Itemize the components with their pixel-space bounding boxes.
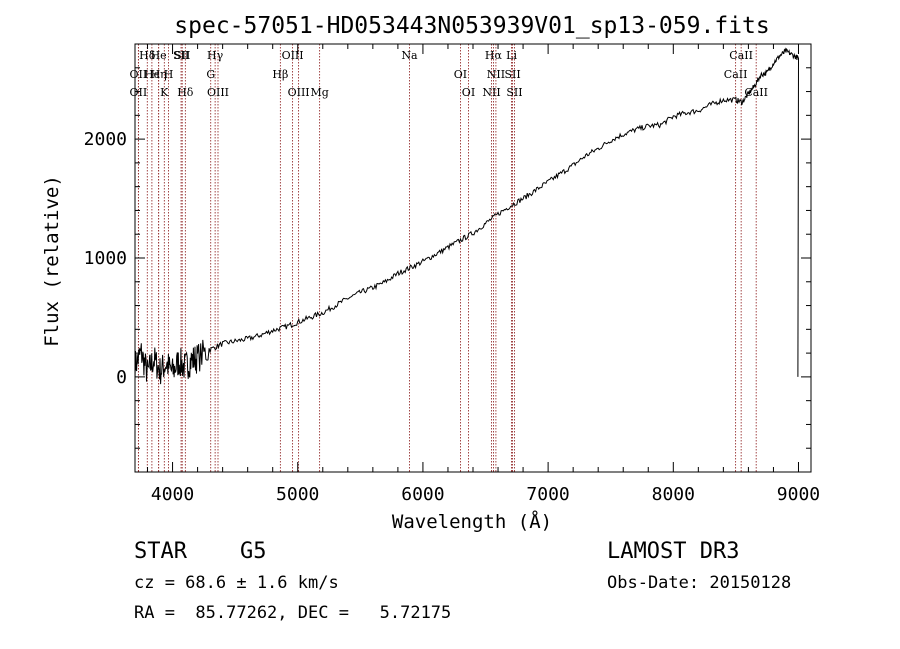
x-tick-label: 5000 — [276, 484, 319, 505]
line-label: OIII — [282, 49, 304, 62]
redshift-value: cz = 68.6 ± 1.6 km/s — [134, 573, 339, 593]
line-label: NII — [482, 86, 500, 99]
line-label: Li — [506, 49, 517, 62]
line-label: SII — [506, 86, 522, 99]
x-axis-label: Wavelength (Å) — [392, 510, 552, 533]
line-label: CaII — [744, 86, 768, 99]
y-tick-label: 0 — [116, 367, 127, 388]
line-label: Hδ — [177, 86, 194, 99]
chart-title: spec-57051-HD053443N053939V01_sp13-059.f… — [174, 13, 769, 39]
line-label: Hβ — [272, 68, 288, 81]
line-label: Mg — [310, 86, 328, 99]
line-label: He — [151, 49, 167, 62]
line-label: OII — [130, 86, 148, 99]
axis-ticks: 4000 5000 6000 7000 8000 9000 0 1000 2000 — [84, 44, 820, 505]
spectrum-series — [134, 47, 800, 385]
line-label: Hη — [151, 68, 167, 81]
line-label: OI — [454, 68, 467, 81]
emission-line-markers — [137, 44, 757, 472]
line-label: Hγ — [207, 49, 224, 62]
line-label: CaII — [724, 68, 748, 81]
line-label: OIII — [207, 86, 229, 99]
line-label: OII — [130, 68, 148, 81]
line-label: Na — [401, 49, 418, 62]
plot-frame — [134, 43, 812, 473]
y-tick-label: 1000 — [84, 248, 127, 269]
emission-line-labels: HδOIIOIIHeHϵKSIIHHδSIIHηOIIIHγGOIIIOIIIH… — [130, 49, 768, 99]
line-label: SII — [173, 49, 189, 62]
line-label: Hδ — [139, 49, 156, 62]
line-label: CaII — [729, 49, 753, 62]
line-label: Hϵ — [144, 68, 160, 81]
y-axis-label: Flux (relative) — [41, 175, 63, 347]
x-tick-label: 7000 — [526, 484, 569, 505]
y-tick-label: 2000 — [84, 129, 127, 150]
line-label: OI — [462, 86, 475, 99]
line-label: SII — [504, 68, 520, 81]
object-class: STAR G5 — [134, 539, 267, 564]
x-tick-label: 4000 — [151, 484, 194, 505]
line-label: H — [164, 68, 174, 81]
x-tick-label: 6000 — [401, 484, 444, 505]
survey-name: LAMOST DR3 — [607, 539, 740, 564]
x-tick-label: 8000 — [652, 484, 695, 505]
line-label: G — [206, 68, 215, 81]
line-label: SII — [174, 49, 190, 62]
line-label: Hα — [485, 49, 503, 62]
x-tick-label: 9000 — [777, 484, 820, 505]
observation-date: Obs-Date: 20150128 — [607, 573, 792, 593]
line-label: NII — [487, 68, 505, 81]
line-label: OIII — [288, 86, 310, 99]
coordinates: RA = 85.77262, DEC = 5.72175 — [134, 603, 452, 623]
line-label: K — [160, 86, 169, 99]
